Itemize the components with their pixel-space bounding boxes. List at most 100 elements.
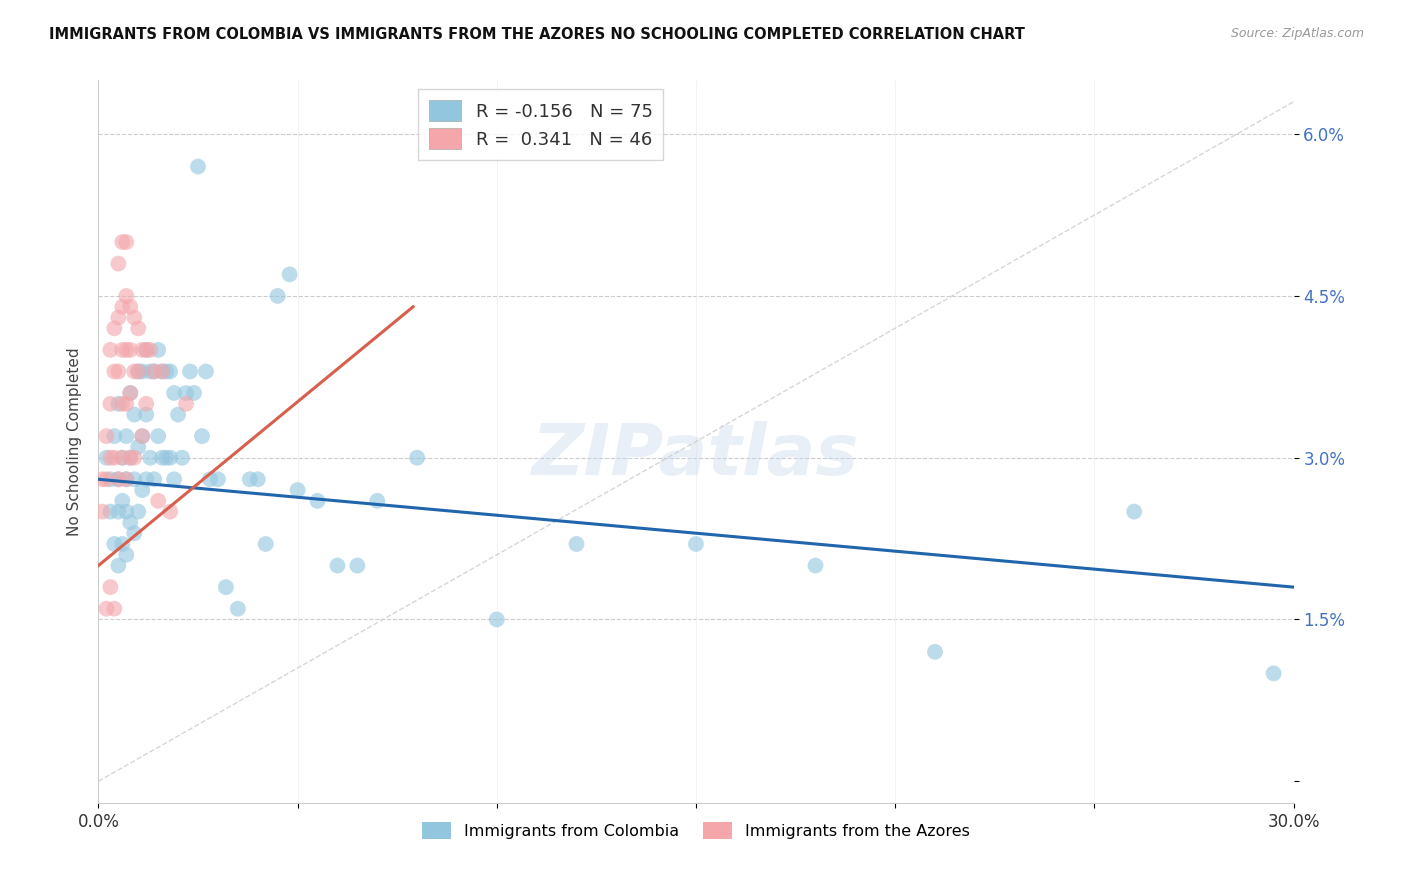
Point (103, 450, 125, 465)
Point (1123, 505, 1146, 519)
Point (485, 612, 508, 626)
Point (107, 505, 129, 519)
Point (107, 472, 129, 486)
Point (187, 160, 209, 174)
Point (159, 364, 181, 378)
Point (103, 429, 125, 443)
Point (155, 450, 177, 465)
Legend: Immigrants from Colombia, Immigrants from the Azores: Immigrants from Colombia, Immigrants fro… (416, 816, 976, 846)
Point (124, 310, 146, 325)
Point (278, 268, 301, 282)
Point (143, 364, 166, 378)
Point (127, 440, 149, 454)
Point (135, 343, 157, 357)
Point (183, 386, 205, 401)
Point (107, 257, 129, 271)
Point (155, 364, 177, 378)
Point (191, 429, 214, 443)
Point (124, 526, 146, 541)
Point (135, 343, 157, 357)
Point (226, 601, 249, 615)
Point (143, 364, 166, 378)
Point (103, 321, 125, 335)
Point (127, 364, 149, 378)
Point (131, 429, 153, 443)
Point (96, 472, 118, 486)
Point (120, 343, 142, 357)
Point (98, 505, 122, 519)
Point (1263, 666, 1285, 681)
Point (131, 483, 153, 497)
Point (103, 537, 125, 551)
Point (98, 397, 122, 411)
Point (198, 472, 221, 486)
Point (111, 300, 134, 314)
Point (246, 472, 269, 486)
Point (139, 450, 162, 465)
Point (115, 289, 138, 303)
Point (139, 343, 162, 357)
Point (91, 505, 114, 519)
Point (115, 472, 138, 486)
Point (406, 450, 429, 465)
Point (98, 450, 122, 465)
Point (103, 601, 125, 615)
Point (195, 364, 218, 378)
Point (135, 408, 157, 422)
Point (326, 558, 349, 573)
Point (346, 558, 368, 573)
Point (167, 408, 190, 422)
Point (120, 516, 142, 530)
Point (148, 429, 170, 443)
Point (267, 289, 290, 303)
Point (159, 450, 181, 465)
Point (148, 343, 170, 357)
Point (115, 343, 138, 357)
Point (111, 397, 134, 411)
Point (96, 429, 118, 443)
Point (131, 343, 153, 357)
Point (135, 472, 157, 486)
Point (163, 386, 186, 401)
Point (307, 493, 329, 508)
Text: IMMIGRANTS FROM COLOMBIA VS IMMIGRANTS FROM THE AZORES NO SCHOOLING COMPLETED CO: IMMIGRANTS FROM COLOMBIA VS IMMIGRANTS F… (49, 27, 1025, 42)
Point (127, 364, 149, 378)
Point (135, 397, 157, 411)
Point (124, 472, 146, 486)
Point (107, 558, 129, 573)
Point (98, 472, 122, 486)
Point (124, 450, 146, 465)
Point (685, 537, 707, 551)
Point (131, 429, 153, 443)
Point (111, 235, 134, 249)
Point (98, 343, 122, 357)
Point (207, 472, 229, 486)
Point (366, 493, 388, 508)
Point (115, 505, 138, 519)
Point (96, 601, 118, 615)
Point (287, 483, 309, 497)
Point (215, 580, 238, 594)
Point (91, 472, 114, 486)
Point (159, 505, 181, 519)
Point (120, 386, 142, 401)
Point (98, 580, 122, 594)
Point (120, 450, 142, 465)
Point (115, 235, 138, 249)
Point (120, 300, 142, 314)
Point (120, 450, 142, 465)
Point (131, 364, 153, 378)
Point (107, 364, 129, 378)
Point (172, 450, 194, 465)
Point (127, 321, 149, 335)
Point (107, 472, 129, 486)
Point (111, 450, 134, 465)
Point (179, 364, 201, 378)
Point (120, 386, 142, 401)
Point (148, 493, 170, 508)
Point (107, 310, 129, 325)
Y-axis label: No Schooling Completed: No Schooling Completed (66, 347, 82, 536)
Point (103, 364, 125, 378)
Point (107, 397, 129, 411)
Text: ZIPatlas: ZIPatlas (533, 422, 859, 491)
